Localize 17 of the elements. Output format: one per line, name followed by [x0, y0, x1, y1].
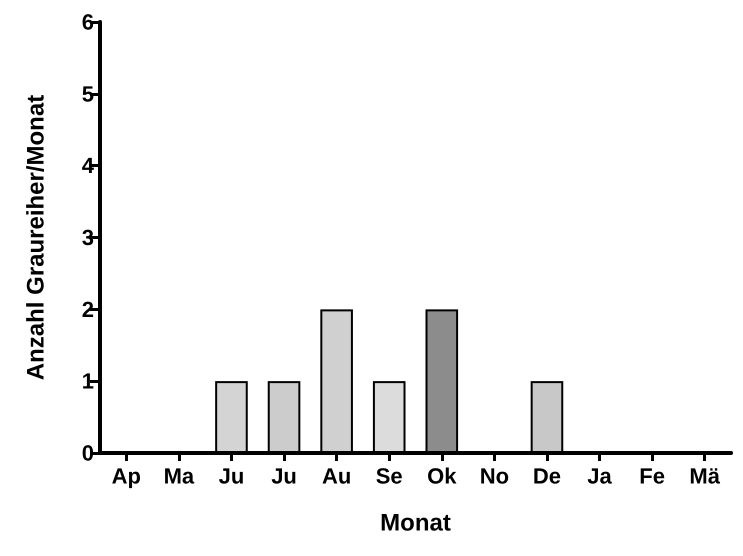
y-tick-label: 1	[82, 368, 94, 394]
x-tick-label: Ju	[271, 464, 297, 488]
x-axis-title: Monat	[380, 510, 451, 536]
x-tick-label: Au	[322, 464, 352, 488]
x-tick-label: Ap	[112, 464, 141, 488]
x-tick-label: Se	[376, 464, 403, 488]
x-tick-label: Ma	[164, 464, 195, 488]
y-tick-label: 2	[82, 296, 94, 322]
x-tick-label: Mä	[689, 464, 721, 488]
y-axis-title: Anzahl Graureiher/Monat	[22, 94, 50, 380]
x-tick-label: Fe	[639, 464, 665, 488]
x-tick-label: Ju	[218, 464, 244, 488]
x-tick-label: Ja	[587, 464, 613, 488]
x-tick-label: No	[480, 464, 510, 488]
x-tick-label: Ok	[427, 464, 458, 488]
y-tick-label: 3	[82, 225, 94, 250]
x-tick-label: De	[532, 464, 562, 488]
